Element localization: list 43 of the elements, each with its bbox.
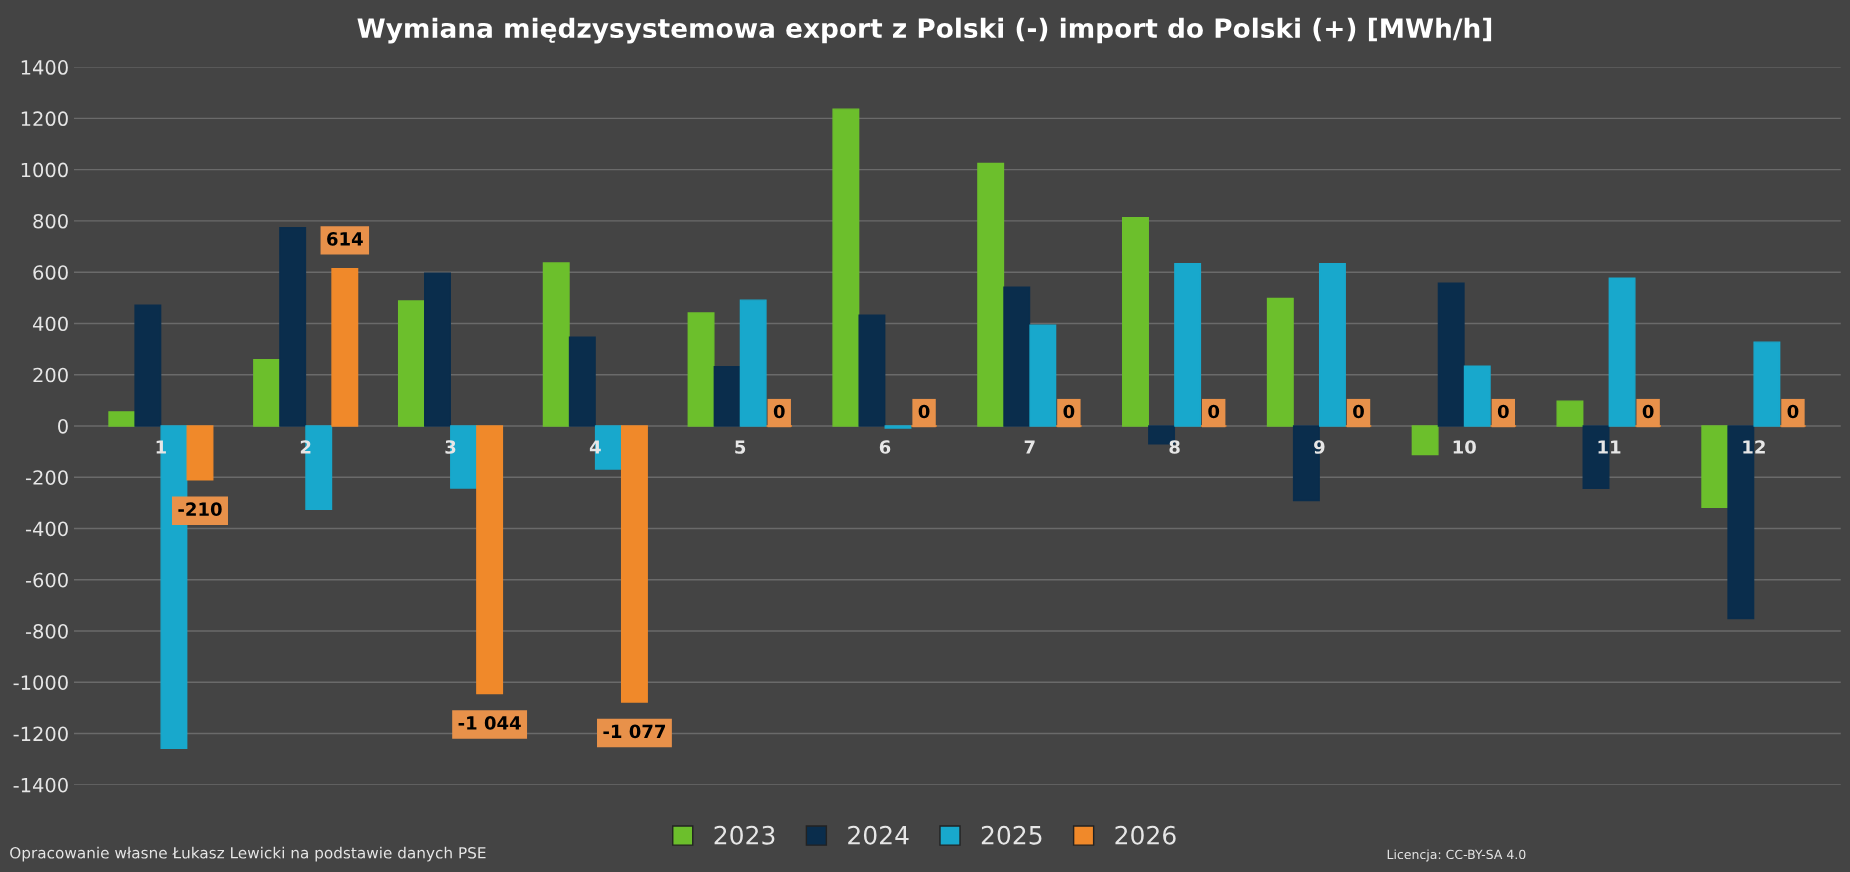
data-label: 0	[773, 404, 785, 419]
data-label: 0	[918, 404, 930, 419]
x-tick-label: 11	[1598, 440, 1621, 454]
data-label: 0	[1642, 404, 1654, 419]
x-tick-label: 8	[1169, 440, 1180, 454]
x-tick-label: 1	[156, 440, 166, 454]
legend-label: 2023	[714, 825, 775, 845]
y-tick-label: 600	[33, 265, 68, 280]
legend-label: 2026	[1115, 825, 1176, 845]
x-tick-label: 7	[1024, 440, 1035, 454]
text: Licencja: CC-BY-SA 4.0	[1387, 849, 1526, 862]
y-tick-label: 1000	[21, 162, 68, 178]
x-tick-label: 10	[1453, 440, 1476, 454]
y-tick-label: -200	[25, 470, 68, 485]
legend-label: 2025	[981, 825, 1042, 845]
y-tick-label: 0	[58, 418, 68, 434]
y-tick-label: 1400	[21, 60, 68, 75]
text: Opracowanie własne Łukasz Lewicki na podstawie danych PSE	[10, 846, 486, 862]
y-tick-label: 200	[33, 367, 68, 383]
x-tick-label: 9	[1314, 440, 1325, 454]
data-label: 0	[1497, 404, 1509, 419]
legend-label: 2024	[848, 825, 909, 845]
y-tick-label: -400	[25, 521, 68, 537]
data-label: -1 044	[458, 716, 521, 730]
data-label: -1 077	[603, 724, 666, 739]
data-label: -210	[178, 502, 222, 516]
data-label: 0	[1353, 404, 1364, 419]
data-label: 614	[327, 232, 363, 246]
data-label: 0	[1208, 404, 1220, 419]
chart-title: Wymiana międzysystemowa export z Polski (-) import do Polski (+) [MWh/h]	[357, 17, 1492, 44]
y-tick-label: -1200	[13, 726, 68, 742]
data-label: 0	[1787, 404, 1799, 419]
y-tick-label: 400	[32, 316, 68, 332]
y-tick-label: 1200	[21, 111, 68, 127]
y-tick-label: -800	[25, 623, 68, 639]
y-tick-label: -1000	[13, 675, 68, 690]
x-tick-label: 6	[879, 440, 891, 454]
x-tick-label: 5	[735, 440, 746, 454]
data-label: 0	[1063, 404, 1075, 419]
x-tick-label: 12	[1743, 440, 1765, 454]
y-tick-label: -1400	[13, 777, 68, 793]
y-tick-label: -600	[25, 572, 68, 588]
y-tick-label: 800	[33, 213, 68, 229]
